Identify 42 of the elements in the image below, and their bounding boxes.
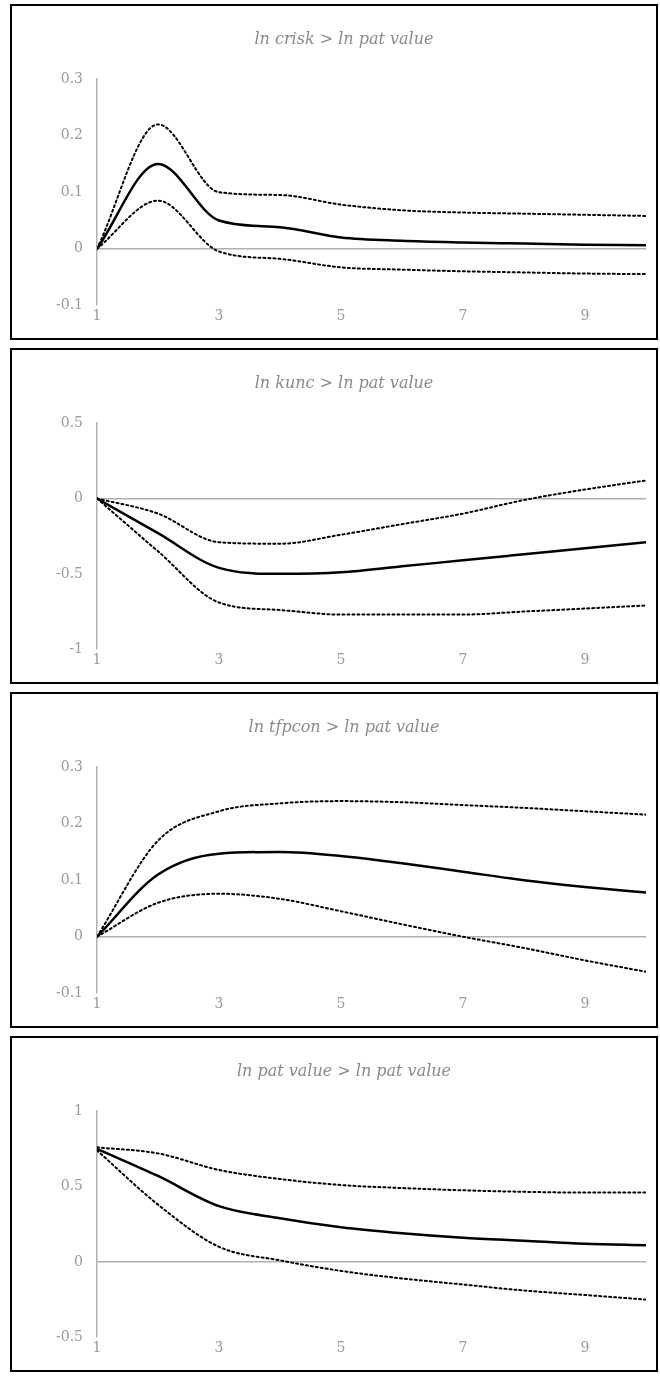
chart-title: ln pat value > ln pat value <box>236 1060 452 1080</box>
x-tick-label: 9 <box>580 995 590 1012</box>
chart-title: ln tfpcon > ln pat value <box>248 716 440 736</box>
y-tick-label: -0.1 <box>56 295 83 312</box>
x-tick-label: 9 <box>580 1339 590 1356</box>
x-tick-label: 3 <box>214 307 224 324</box>
x-tick-label: 7 <box>458 651 468 668</box>
y-tick-label: -1 <box>69 639 83 656</box>
x-tick-label: 1 <box>92 995 102 1012</box>
x-tick-label: 3 <box>214 651 224 668</box>
chart-title: ln kunc > ln pat value <box>254 372 434 392</box>
y-tick-label: 1 <box>74 1101 83 1118</box>
x-tick-label: 7 <box>458 995 468 1012</box>
y-tick-label: -0.1 <box>56 983 83 1000</box>
x-tick-label: 5 <box>336 1339 346 1356</box>
x-tick-label: 5 <box>336 995 346 1012</box>
y-tick-label: 0 <box>74 1252 83 1269</box>
y-tick-label: 0.2 <box>60 126 83 143</box>
y-tick-label: 0.5 <box>60 1177 83 1194</box>
y-tick-label: 0.1 <box>60 870 83 887</box>
x-tick-label: 3 <box>214 1339 224 1356</box>
x-tick-label: 7 <box>458 307 468 324</box>
y-tick-label: -0.5 <box>56 1327 83 1344</box>
x-tick-label: 7 <box>458 1339 468 1356</box>
y-tick-label: 0.1 <box>60 182 83 199</box>
y-tick-label: 0.5 <box>60 413 83 430</box>
x-tick-label: 1 <box>92 1339 102 1356</box>
y-tick-label: 0 <box>74 239 83 256</box>
y-tick-label: 0.3 <box>60 757 83 774</box>
y-tick-label: 0 <box>74 927 83 944</box>
y-tick-label: 0.3 <box>60 69 83 86</box>
x-tick-label: 5 <box>336 651 346 668</box>
x-tick-label: 1 <box>92 307 102 324</box>
y-tick-label: 0.2 <box>60 814 83 831</box>
x-tick-label: 9 <box>580 307 590 324</box>
x-tick-label: 5 <box>336 307 346 324</box>
x-tick-label: 1 <box>92 651 102 668</box>
y-tick-label: 0 <box>74 489 83 506</box>
y-tick-label: -0.5 <box>56 564 83 581</box>
x-tick-label: 9 <box>580 651 590 668</box>
x-tick-label: 3 <box>214 995 224 1012</box>
chart-title: ln crisk > ln pat value <box>254 28 434 48</box>
